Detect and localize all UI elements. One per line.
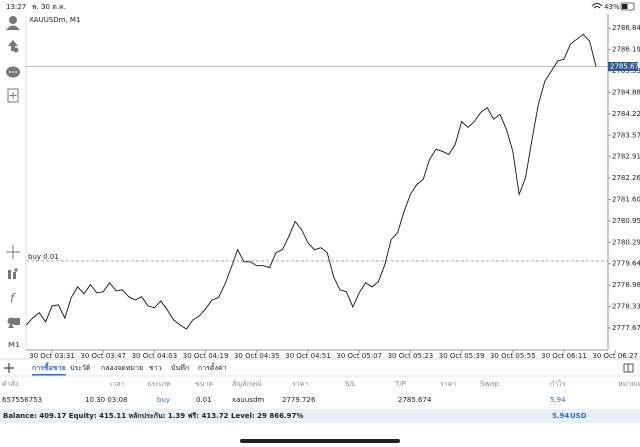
tab[interactable]: บันทึก bbox=[171, 363, 189, 372]
table-cell: buy bbox=[157, 396, 170, 404]
add-button[interactable] bbox=[4, 363, 14, 373]
tab[interactable]: ข่าว bbox=[149, 364, 162, 372]
y-tick-label: 2780.950 bbox=[612, 217, 640, 225]
x-tick-label: 30 Oct 04:03 bbox=[132, 352, 178, 360]
y-tick-label: 2781.605 bbox=[612, 195, 640, 203]
column-header: ขนาด bbox=[195, 380, 213, 388]
y-tick-label: 2784.880 bbox=[612, 88, 640, 96]
account-button[interactable] bbox=[6, 16, 20, 30]
y-tick-label: 2782.26 bbox=[612, 174, 640, 182]
chat-button[interactable] bbox=[6, 66, 20, 78]
new-chart-button[interactable] bbox=[7, 88, 19, 103]
tab[interactable]: การตั้งค่า bbox=[198, 361, 227, 372]
x-tick-label: 30 Oct 04:19 bbox=[183, 352, 229, 360]
x-tick-label: 30 Oct 06:11 bbox=[541, 352, 587, 360]
y-tick-label: 2785.535 bbox=[612, 67, 640, 75]
chart-symbol: XAUUSDm, M1 bbox=[29, 16, 80, 24]
chart: 2786.845 2786.190 2785.535 2784.880 2784.225… bbox=[26, 24, 640, 360]
table-cell: 2779.726 bbox=[282, 396, 316, 404]
column-header: ราคา bbox=[292, 380, 308, 388]
column-header: Swap bbox=[480, 380, 499, 388]
table-cell: 2785.674 bbox=[398, 396, 432, 404]
y-tick-label: 2780.295 bbox=[612, 238, 640, 246]
home-indicator bbox=[240, 439, 400, 443]
price-line bbox=[26, 33, 597, 330]
column-header: T/P bbox=[394, 380, 406, 388]
status-time: 13:27 bbox=[6, 3, 26, 11]
table-cell: 5.94 bbox=[550, 396, 566, 404]
summary-currency: USD bbox=[570, 412, 587, 420]
column-header: กำไร bbox=[550, 379, 566, 388]
tabs: การซื้อขาย ประวัติ กล่องจดหมาย ข่าว บันทึก กา… bbox=[32, 361, 227, 376]
y-tick-label: 2784.225 bbox=[612, 110, 640, 118]
positions-table: คำสั่ง เวลา ประเภท ขนาด สัญลักษณ์ ราคา S/L T/P ร… bbox=[2, 379, 640, 404]
y-tick-label: 2778.985 bbox=[612, 281, 640, 289]
column-header: S/L bbox=[345, 380, 356, 388]
timeframe-button[interactable]: M1 bbox=[8, 341, 20, 349]
last-price-box bbox=[608, 61, 638, 71]
y-tick-label: 2786.845 bbox=[612, 24, 640, 32]
y-tick-label: 2777.675 bbox=[612, 324, 640, 332]
function-icon[interactable]: f bbox=[10, 292, 16, 306]
summary-profit: 5.94 bbox=[552, 412, 569, 420]
column-header: เวลา bbox=[110, 380, 125, 388]
summary-row bbox=[0, 409, 640, 423]
battery-text: 43% bbox=[604, 3, 620, 11]
x-tick-label: 30 Oct 03:31 bbox=[29, 352, 75, 360]
x-tick-label: 30 Oct 05:07 bbox=[336, 352, 382, 360]
x-tick-label: 30 Oct 04:35 bbox=[234, 352, 280, 360]
status-date: พ. 30 ต.ค. bbox=[32, 3, 66, 11]
summary-text: Balance: 409.17 Equity: 415.11 หลักประกั… bbox=[3, 412, 303, 420]
objects-button[interactable] bbox=[7, 317, 21, 329]
layout-button[interactable] bbox=[623, 363, 634, 373]
x-tick-label: 30 Oct 05:23 bbox=[388, 352, 434, 360]
tab[interactable]: ประวัติ bbox=[70, 364, 91, 372]
table-cell: 10.30 03:08 bbox=[85, 396, 127, 404]
tab[interactable]: การซื้อขาย bbox=[32, 361, 66, 372]
x-tick-label: 30 Oct 06:27 bbox=[592, 352, 638, 360]
y-tick-label: 2783.57 bbox=[612, 131, 640, 139]
column-header: ประเภท bbox=[147, 380, 171, 388]
y-tick-label: 2779.640 bbox=[612, 260, 640, 268]
last-price-label: 2785.674 bbox=[610, 62, 640, 70]
column-header: ราคา bbox=[440, 380, 456, 388]
toolbar: f M1 bbox=[6, 16, 20, 349]
y-tick-label: 2778.330 bbox=[612, 303, 640, 311]
table-cell: xauusdm bbox=[232, 396, 264, 404]
battery-level bbox=[622, 4, 628, 9]
y-tick-label: 2782.915 bbox=[612, 153, 640, 161]
x-tick-label: 30 Oct 05:55 bbox=[490, 352, 536, 360]
y-tick-label: 2786.190 bbox=[612, 46, 640, 54]
battery-icon bbox=[620, 2, 635, 11]
trade-button[interactable] bbox=[8, 40, 19, 53]
crosshair-button[interactable] bbox=[6, 245, 20, 259]
x-tick-label: 30 Oct 05:39 bbox=[439, 352, 485, 360]
column-header: คำสั่ง bbox=[2, 379, 18, 388]
table-cell: 657556753 bbox=[2, 396, 42, 404]
indicators-button[interactable] bbox=[8, 268, 18, 279]
x-tick-label: 30 Oct 03:47 bbox=[80, 352, 126, 360]
position-label: buy 0.01 bbox=[28, 253, 59, 261]
x-tick-label: 30 Oct 04:51 bbox=[285, 352, 331, 360]
tab-underline bbox=[32, 374, 66, 376]
column-header: หมายเหตุ bbox=[618, 380, 640, 388]
wifi-icon bbox=[591, 3, 603, 9]
column-header: สัญลักษณ์ bbox=[232, 380, 262, 388]
tab[interactable]: กล่องจดหมาย bbox=[101, 364, 143, 372]
table-cell: 0.01 bbox=[196, 396, 212, 404]
